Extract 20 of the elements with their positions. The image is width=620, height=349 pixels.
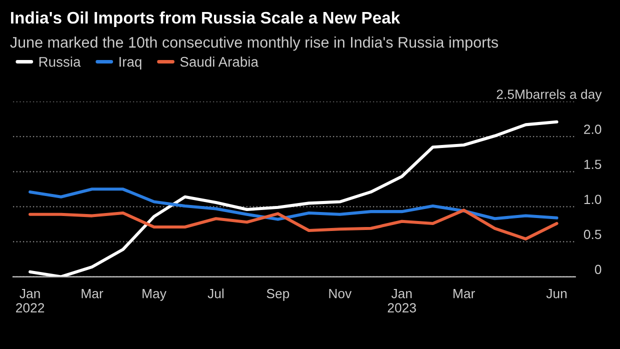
x-tick-label: Nov	[329, 289, 352, 298]
x-tick-label: Mar	[454, 289, 475, 298]
x-tick-label: Jun	[546, 289, 567, 298]
y-tick-label: 1.5	[584, 160, 602, 170]
y-tick-label: 0.5	[584, 230, 602, 240]
x-tick-label: Jul	[208, 288, 224, 298]
x-tick-label: Sep	[266, 288, 290, 301]
legend-label: Iraq	[120, 57, 142, 70]
chart-subtitle: June marked the 10th consecutive monthly rise in India's Russia imports	[10, 36, 498, 51]
x-tick-label: May	[142, 289, 166, 301]
y-tick-label: 0	[594, 264, 602, 274]
x-tick-label: Jan 2022	[16, 289, 44, 312]
legend-label: Russia	[39, 56, 81, 67]
legend-label: Saudi Arabia	[180, 56, 258, 67]
y-tick-label: 2.5Mbarrels a day	[496, 89, 602, 102]
x-tick-label: Jan 2023	[388, 289, 416, 312]
y-tick-label: 1.0	[584, 194, 602, 204]
chart-title: India's Oil Imports from Russia Scale a New Peak	[11, 11, 400, 27]
y-tick-label: 2.0	[584, 124, 602, 134]
x-tick-label: Mar	[82, 289, 104, 298]
